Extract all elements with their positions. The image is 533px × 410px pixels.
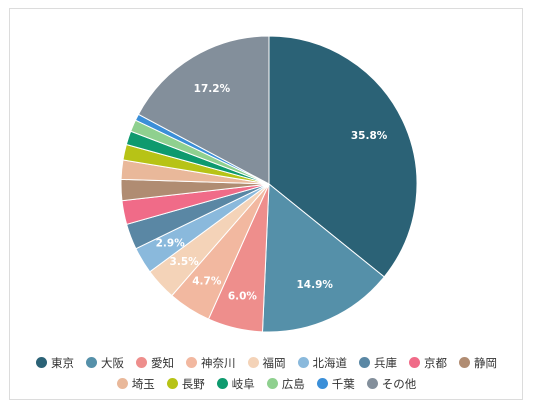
- legend-label: その他: [381, 376, 417, 391]
- slice-value-label: 2.9%: [156, 238, 186, 250]
- pie-slice-14: [137, 35, 270, 185]
- legend-item[interactable]: 埼玉: [116, 376, 155, 392]
- legend-swatch: [116, 378, 128, 389]
- slice-value-label: 6.0%: [228, 290, 258, 302]
- legend-swatch: [36, 357, 47, 368]
- legend-label: 千葉: [331, 376, 355, 391]
- legend-label: 愛知: [151, 355, 174, 370]
- legend-label: 長野: [181, 376, 205, 391]
- slice-value-label: 3.5%: [170, 256, 200, 268]
- legend-label: 大阪: [101, 355, 124, 370]
- legend-swatch: [297, 357, 309, 368]
- legend-label: 京都: [424, 355, 447, 370]
- legend-row: 埼玉 長野 岐阜 広島 千葉 その他: [20, 373, 513, 394]
- legend-swatch: [186, 357, 197, 368]
- legend-swatch: [366, 378, 378, 389]
- legend-item[interactable]: 長野: [166, 376, 205, 392]
- legend-swatch: [247, 357, 259, 368]
- slice-value-label: 17.2%: [194, 83, 231, 95]
- legend-swatch: [136, 357, 147, 368]
- legend-swatch: [216, 378, 228, 389]
- legend-item[interactable]: 広島: [266, 376, 305, 392]
- legend-swatch: [459, 357, 470, 368]
- pie-slice-1: [261, 182, 385, 333]
- legend-swatch: [86, 357, 97, 368]
- legend-item[interactable]: 静岡: [459, 355, 497, 371]
- legend-swatch: [166, 378, 178, 389]
- legend-label: 埼玉: [131, 376, 155, 391]
- legend-swatch: [316, 378, 328, 389]
- legend-item[interactable]: 京都: [409, 355, 447, 371]
- legend-item[interactable]: 福岡: [247, 355, 286, 371]
- legend-label: 静岡: [474, 355, 497, 370]
- legend-label: 北海道: [312, 355, 348, 370]
- slice-value-label: 14.9%: [296, 279, 333, 291]
- slice-value-label: 35.8%: [351, 130, 388, 142]
- legend-swatch: [409, 357, 420, 368]
- legend-label: 岐阜: [231, 376, 255, 391]
- legend-item[interactable]: 愛知: [136, 355, 174, 371]
- legend-item[interactable]: 北海道: [297, 355, 348, 371]
- legend-swatch: [359, 357, 370, 368]
- legend-item[interactable]: その他: [366, 376, 417, 392]
- legend-item[interactable]: 千葉: [316, 376, 355, 392]
- legend-label: 福岡: [262, 355, 286, 370]
- slice-value-label: 4.7%: [192, 275, 222, 287]
- legend-label: 広島: [281, 376, 305, 391]
- chart-legend: 東京 大阪 愛知 神奈川 福岡 北海道 兵庫 京都 静岡埼玉 長野 岐阜 広島 千葉 その他: [20, 352, 513, 394]
- pie-slice-0: [268, 35, 418, 278]
- legend-label: 東京: [51, 355, 74, 370]
- legend-swatch: [266, 378, 278, 389]
- legend-item[interactable]: 神奈川: [186, 355, 236, 371]
- legend-item[interactable]: 大阪: [86, 355, 124, 371]
- legend-item[interactable]: 岐阜: [216, 376, 255, 392]
- legend-item[interactable]: 東京: [36, 355, 74, 371]
- legend-row: 東京 大阪 愛知 神奈川 福岡 北海道 兵庫 京都 静岡: [20, 352, 513, 373]
- legend-label: 兵庫: [374, 355, 397, 370]
- legend-item[interactable]: 兵庫: [359, 355, 397, 371]
- legend-label: 神奈川: [201, 355, 236, 370]
